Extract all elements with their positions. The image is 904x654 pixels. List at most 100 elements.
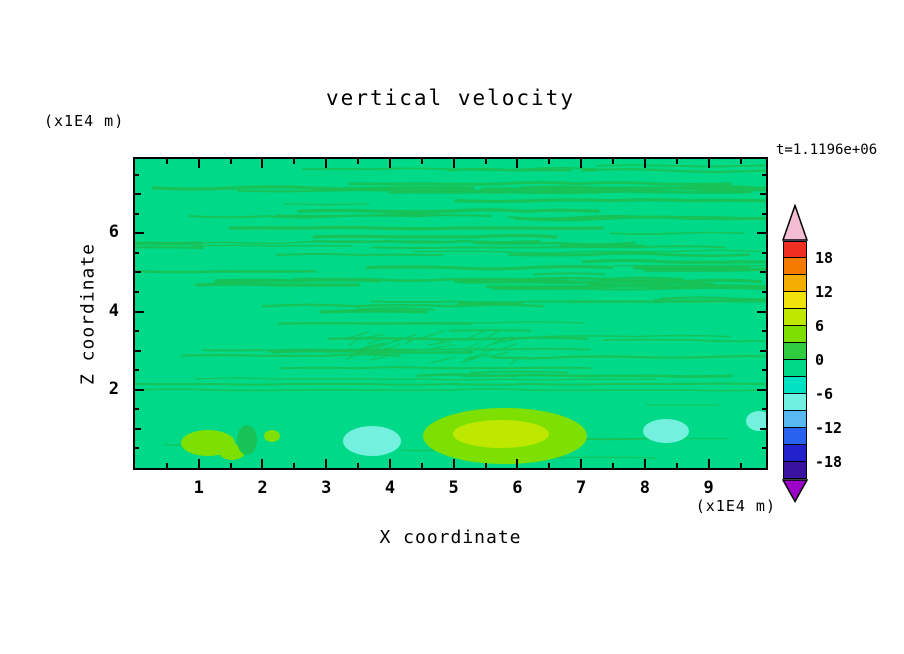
contour-streak <box>458 278 762 284</box>
tick-mark <box>135 408 139 411</box>
y-tick-label: 2 <box>108 378 119 399</box>
tick-mark <box>757 388 766 391</box>
tick-mark <box>757 310 766 313</box>
colorbar-tick-label: 12 <box>815 283 834 301</box>
tick-mark <box>707 159 710 168</box>
contour-streak <box>370 347 390 353</box>
contour-streak <box>582 258 766 264</box>
contour-streak <box>643 267 766 272</box>
colorbar-segment <box>783 394 807 411</box>
colorbar-segment <box>783 275 807 292</box>
colorbar-segment <box>783 377 807 394</box>
contour-streak <box>466 352 487 359</box>
tick-mark <box>135 427 141 430</box>
tick-mark <box>325 459 328 468</box>
tick-mark <box>516 459 519 468</box>
colorbar-segment <box>783 343 807 360</box>
contour-streak <box>275 253 444 256</box>
tick-mark <box>293 159 296 164</box>
contour-streak <box>659 296 766 301</box>
x-tick-label: 8 <box>639 478 651 498</box>
x-tick-label: 1 <box>193 478 204 498</box>
colorbar-segment <box>783 292 807 309</box>
contour-streak <box>613 264 766 267</box>
tick-mark <box>135 388 144 391</box>
contour-streak <box>464 346 481 354</box>
contour-streak <box>228 225 604 231</box>
contour-streak <box>473 241 637 246</box>
tick-mark <box>675 159 678 164</box>
time-annotation: t=1.1196e+06 <box>776 142 878 158</box>
plot-title: vertical velocity <box>326 86 575 110</box>
tick-mark <box>580 159 583 168</box>
colorbar-segment <box>783 258 807 275</box>
tick-mark <box>760 349 766 352</box>
tick-mark <box>760 271 766 274</box>
tick-mark <box>643 459 646 468</box>
contour-streak <box>432 343 456 350</box>
contour-streak <box>319 309 428 314</box>
colorbar-segment <box>783 241 807 258</box>
contour-streak <box>502 337 525 343</box>
tick-mark <box>261 459 264 468</box>
tick-mark <box>293 463 296 468</box>
contour-streak <box>596 164 766 168</box>
contour-streak <box>463 343 478 351</box>
colorbar-tick-label: -12 <box>815 419 843 437</box>
tick-mark <box>452 459 455 468</box>
contour-streak <box>365 265 614 271</box>
tick-mark <box>484 159 487 164</box>
tick-mark <box>760 193 766 196</box>
contour-streak <box>370 245 726 250</box>
tick-mark <box>135 271 141 274</box>
contour-streak <box>581 168 766 173</box>
tick-mark <box>760 427 766 430</box>
contour-streak <box>421 329 446 339</box>
tick-mark <box>548 159 551 164</box>
contour-streak <box>358 333 384 340</box>
contour-streak <box>448 329 531 332</box>
contour-streak <box>508 252 750 257</box>
colorbar-segment <box>783 462 807 479</box>
tick-mark <box>675 463 678 468</box>
contour-streak <box>346 331 369 339</box>
contour-streak <box>609 231 745 235</box>
contour-streak <box>190 244 353 247</box>
x-tick-label: 4 <box>384 478 396 498</box>
tick-mark <box>612 463 615 468</box>
tick-mark <box>325 159 328 168</box>
colorbar-segment <box>783 445 807 462</box>
tick-mark <box>484 463 487 468</box>
contour-streak <box>505 343 518 349</box>
contour-streak <box>135 382 766 386</box>
tick-mark <box>643 159 646 168</box>
contour-streak <box>311 239 541 244</box>
tick-mark <box>197 459 200 468</box>
contour-streak <box>653 299 766 303</box>
tick-mark <box>135 330 139 333</box>
contour-streak <box>135 388 766 392</box>
contour-streak <box>510 355 522 365</box>
contour-streak <box>326 348 353 354</box>
tick-mark <box>261 159 264 168</box>
contour-streak <box>491 286 766 291</box>
tick-mark <box>135 251 139 254</box>
contour-blob <box>643 419 689 443</box>
contour-blob <box>264 430 280 442</box>
tick-mark <box>762 408 766 411</box>
colorbar-tick-label: -6 <box>815 385 834 403</box>
x-tick-label: 7 <box>576 478 587 498</box>
contour-streak <box>202 348 416 352</box>
y-tick-label: 4 <box>108 300 119 321</box>
contour-streak <box>354 348 369 355</box>
tick-mark <box>135 232 144 235</box>
contour-field <box>135 159 766 468</box>
tick-mark <box>548 463 551 468</box>
tick-mark <box>165 159 168 164</box>
tick-mark <box>165 463 168 468</box>
tick-mark <box>357 463 360 468</box>
contour-streak <box>364 342 387 348</box>
x-axis-unit: (x1E4 m) <box>695 497 776 515</box>
colorbar-tick-label: 0 <box>815 351 825 369</box>
